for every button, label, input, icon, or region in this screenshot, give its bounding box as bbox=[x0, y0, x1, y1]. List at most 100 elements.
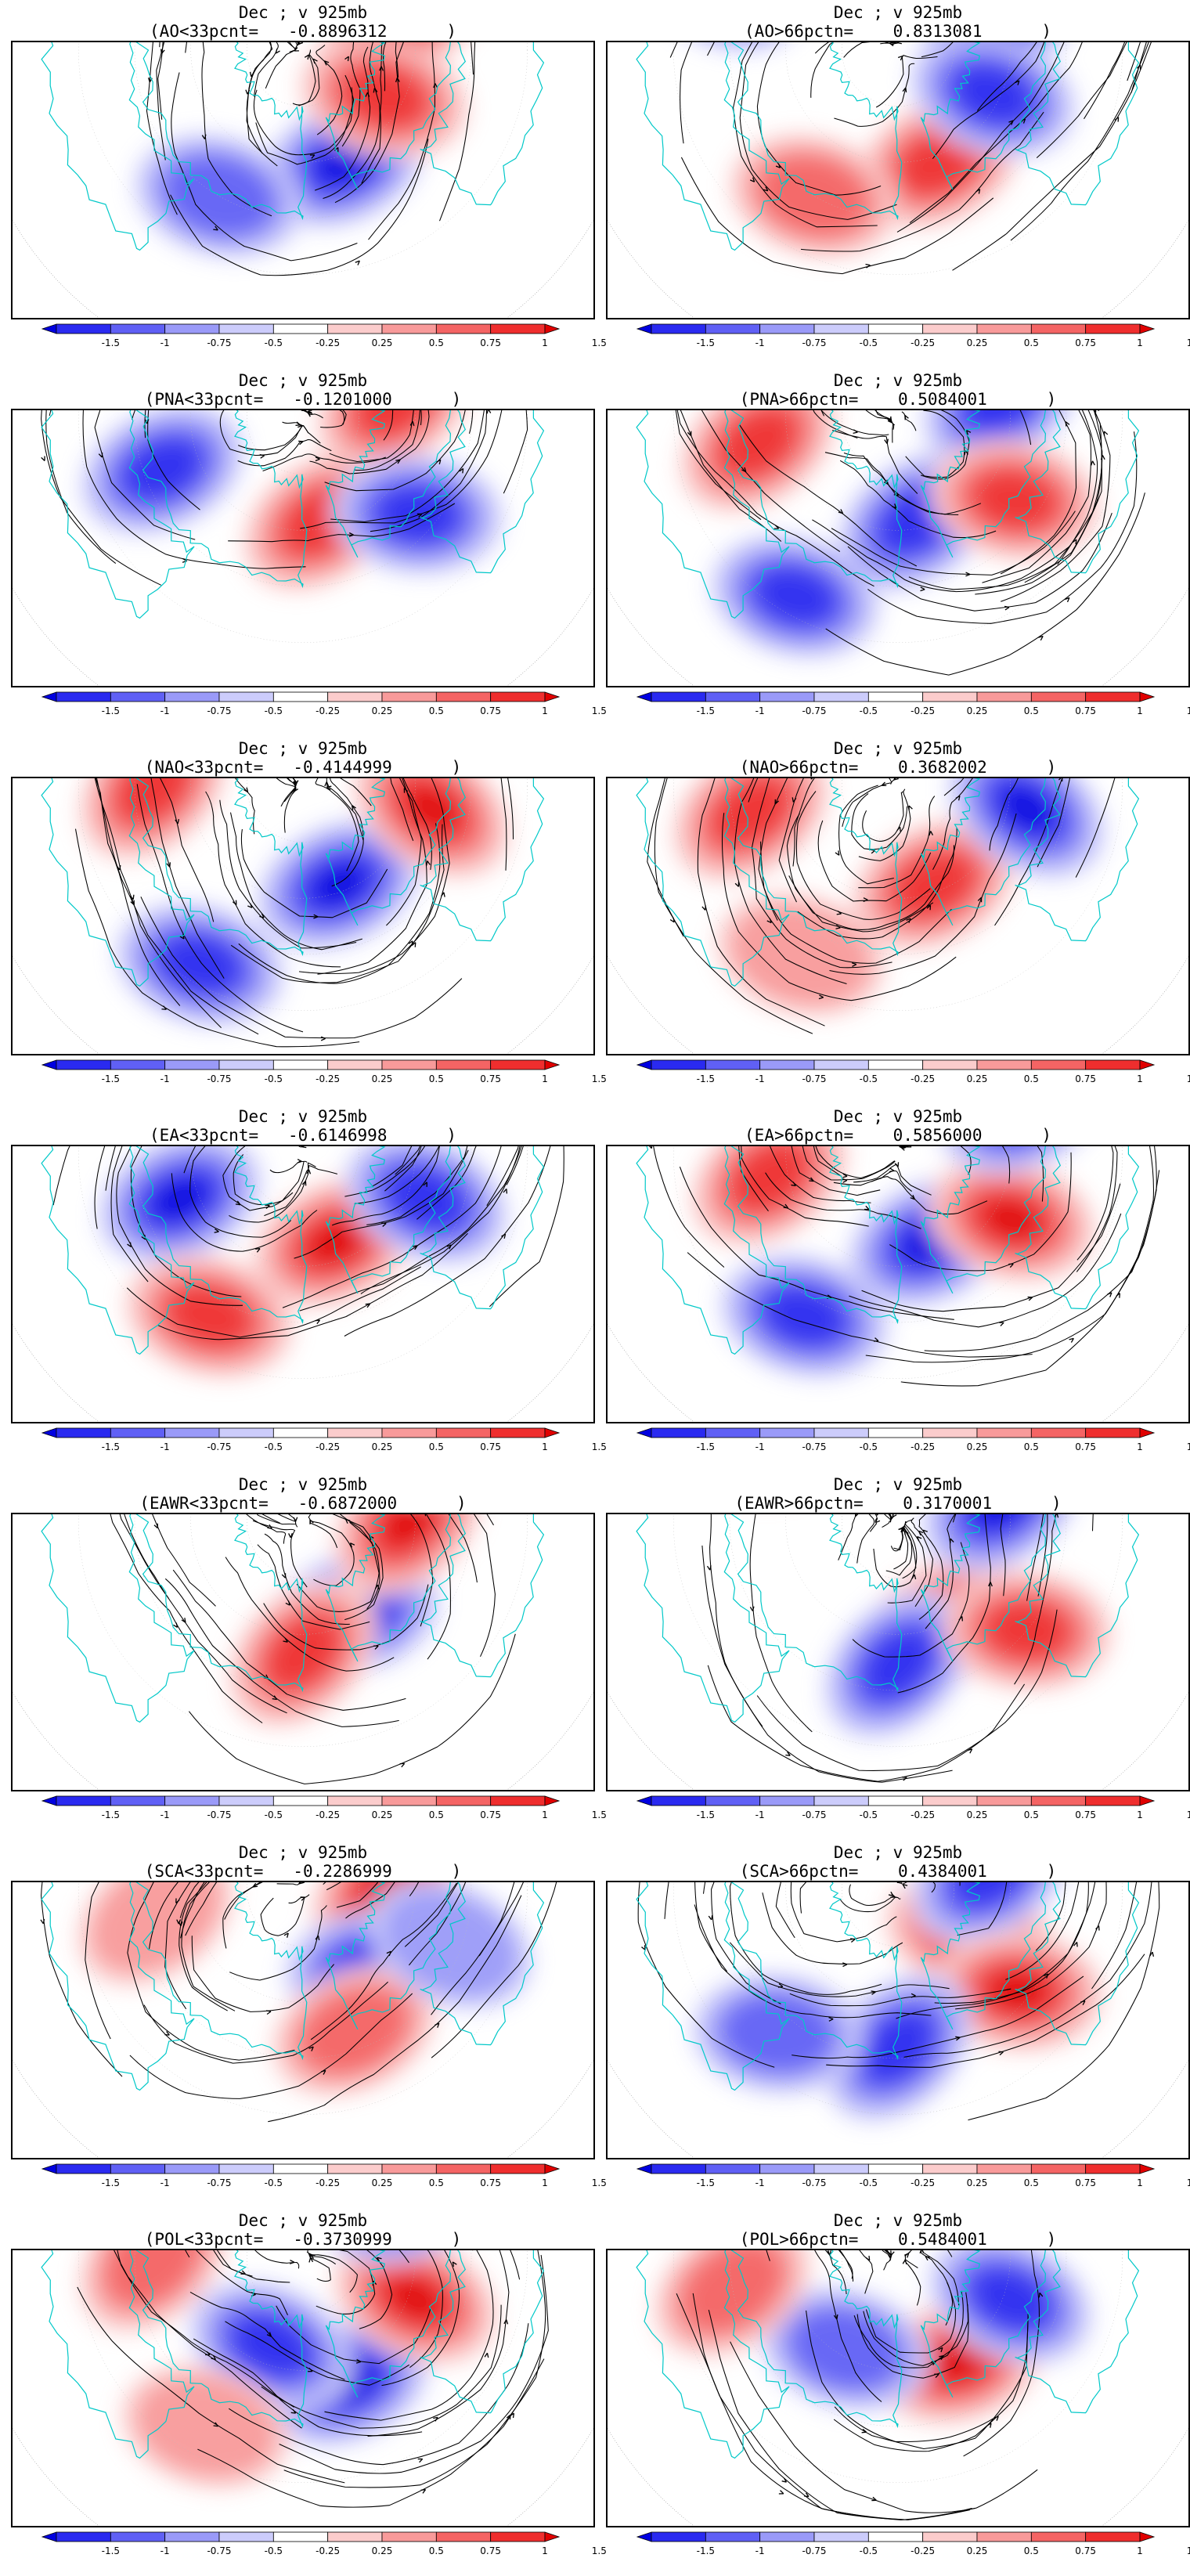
streamline-arrow bbox=[426, 860, 431, 866]
colorbar-segment bbox=[813, 2531, 869, 2542]
colorbar-tick-label: 1 bbox=[1137, 705, 1143, 716]
streamline-arrow bbox=[309, 1519, 314, 1524]
streamline-arrow bbox=[842, 1962, 848, 1968]
streamline-arrow bbox=[999, 1322, 1004, 1326]
streamlines bbox=[669, 42, 1156, 275]
streamline-arrow bbox=[842, 1173, 848, 1178]
streamline bbox=[222, 1146, 294, 1211]
streamline-arrow bbox=[1065, 421, 1070, 427]
colorbar-segment bbox=[1085, 2531, 1141, 2542]
streamline bbox=[455, 1146, 564, 1308]
coastline bbox=[420, 410, 545, 574]
streamline bbox=[903, 1882, 1153, 2058]
streamline bbox=[164, 1578, 399, 1727]
map-panel: Dec ; v 925mb (NAO>66pctn= 0.3682002 ) -1.… bbox=[606, 736, 1190, 1104]
streamline-arrow bbox=[355, 260, 360, 265]
colorbar-segment bbox=[976, 691, 1032, 702]
colorbar-segment bbox=[218, 1795, 274, 1806]
colorbar-segment bbox=[1085, 691, 1141, 702]
panel-title-line2: (EA>66pctn= 0.5856000 ) bbox=[745, 1126, 1051, 1145]
streamline bbox=[366, 1146, 485, 1220]
colorbar-tick-label: 1.5 bbox=[1187, 337, 1190, 348]
colorbar-segment bbox=[327, 1795, 383, 1806]
coastlines bbox=[41, 410, 545, 619]
coastlines bbox=[41, 778, 545, 987]
colorbar-segment bbox=[922, 1795, 978, 1806]
streamline-arrow bbox=[1149, 1951, 1155, 1957]
streamline-arrow bbox=[355, 2358, 362, 2364]
streamline bbox=[187, 2250, 288, 2316]
streamlines bbox=[647, 778, 1126, 1034]
anomaly-contour bbox=[312, 863, 366, 906]
streamline bbox=[738, 424, 918, 567]
streamline-arrow bbox=[1080, 2000, 1086, 2006]
streamline bbox=[749, 1514, 813, 1733]
colorbar-tick-label: -0.25 bbox=[911, 337, 935, 348]
colorbar-segment bbox=[381, 1795, 437, 1806]
coastline bbox=[729, 42, 903, 221]
streamline bbox=[800, 1146, 896, 1181]
colorbar-tick-label: -0.75 bbox=[207, 1809, 231, 1820]
streamline-arrow bbox=[213, 2422, 219, 2427]
panel-title-line1: Dec ; v 925mb bbox=[238, 3, 368, 22]
streamline-arrow bbox=[381, 1222, 387, 1227]
streamline bbox=[932, 42, 1053, 160]
streamline bbox=[737, 1146, 863, 1212]
streamline-arrow bbox=[906, 1146, 912, 1148]
colorbar-segment bbox=[56, 1795, 111, 1806]
colorbar-low-extend bbox=[636, 691, 652, 702]
map-svg bbox=[608, 1882, 1188, 2158]
colorbar-tick-label: -0.5 bbox=[860, 2177, 878, 2188]
streamline bbox=[205, 791, 341, 968]
anomaly-contour bbox=[117, 778, 190, 823]
colorbar-tick-label: 0.75 bbox=[480, 1073, 501, 1084]
map-svg bbox=[608, 2250, 1188, 2526]
colorbar-segment bbox=[976, 323, 1032, 334]
streamline bbox=[264, 1164, 338, 1217]
colorbar-segment bbox=[813, 1795, 869, 1806]
colorbar-segment bbox=[272, 1795, 329, 1806]
panel-title: Dec ; v 925mb (EAWR<33pcnt= -0.6872000 ) bbox=[11, 1475, 595, 1513]
streamline-arrow bbox=[334, 146, 339, 153]
streamline bbox=[138, 1514, 216, 1607]
streamline bbox=[970, 1514, 1049, 1596]
streamline bbox=[812, 519, 1070, 593]
streamline-arrow bbox=[958, 1616, 964, 1622]
streamline bbox=[968, 1882, 1160, 2121]
colorbar-tick-label: -0.5 bbox=[265, 2545, 283, 2556]
map-frame bbox=[606, 409, 1190, 687]
streamline bbox=[355, 42, 405, 78]
streamline bbox=[904, 1146, 1011, 1184]
streamline bbox=[331, 1146, 442, 1226]
colorbar-tick-label: 0.25 bbox=[372, 1809, 393, 1820]
streamline bbox=[984, 778, 1084, 868]
colorbar-segment bbox=[435, 2531, 492, 2542]
streamline bbox=[1014, 1514, 1064, 1685]
streamline bbox=[185, 1882, 278, 1936]
streamline bbox=[431, 1882, 523, 2015]
streamline bbox=[315, 1146, 523, 1207]
streamline bbox=[240, 828, 388, 918]
colorbar-high-extend bbox=[544, 691, 561, 702]
colorbar-tick-label: 0.5 bbox=[429, 2545, 444, 2556]
panel-title-line2: (NAO>66pctn= 0.3682002 ) bbox=[739, 758, 1057, 777]
colorbar-tick-label: -1 bbox=[755, 1809, 765, 1820]
panel-title-line2: (PNA<33pcnt= -0.1201000 ) bbox=[144, 390, 462, 409]
coastline bbox=[325, 1514, 452, 1662]
coastline bbox=[920, 1882, 1047, 2030]
streamline bbox=[865, 1170, 1160, 1363]
colorbar-tick-label: 1 bbox=[1137, 337, 1143, 348]
streamline-arrow bbox=[374, 1584, 380, 1590]
streamline-arrow bbox=[176, 1919, 182, 1925]
colorbar-tick-label: 0.5 bbox=[1024, 2545, 1039, 2556]
streamline bbox=[309, 410, 430, 474]
colorbar-segment bbox=[381, 323, 437, 334]
streamline bbox=[863, 2250, 914, 2257]
streamline bbox=[853, 2292, 969, 2369]
streamline-arrow bbox=[301, 1146, 307, 1149]
colorbar-tick-label: 0.75 bbox=[480, 2545, 501, 2556]
streamline-arrow bbox=[881, 781, 887, 786]
colorbar-tick-label: 0.25 bbox=[967, 2177, 988, 2188]
streamline-arrow bbox=[290, 2408, 297, 2414]
colorbar-tick-label: -0.5 bbox=[265, 2177, 283, 2188]
